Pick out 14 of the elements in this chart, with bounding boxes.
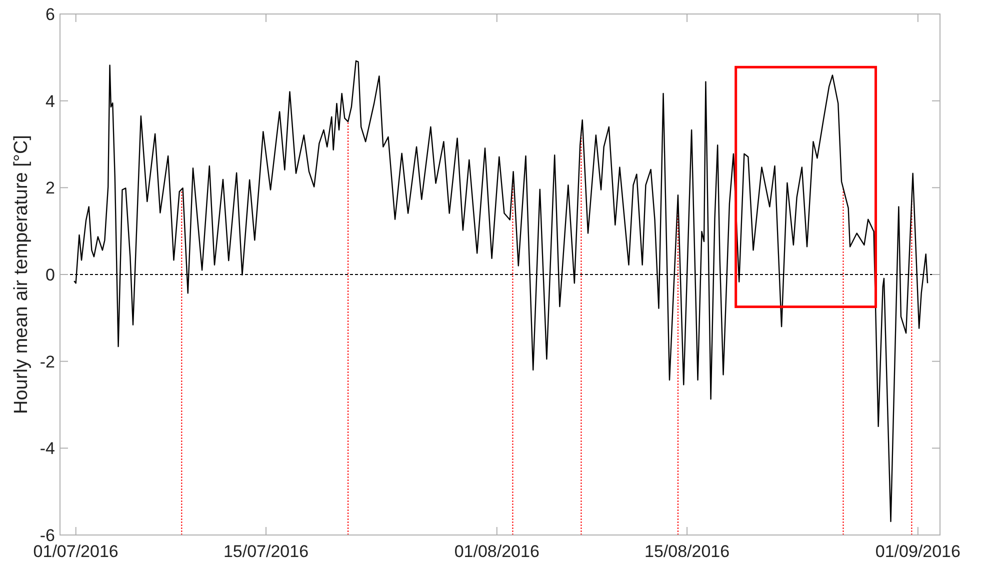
y-tick-label: 4 <box>46 92 55 111</box>
y-tick-label: 2 <box>46 178 55 198</box>
x-tick-label: 01/09/2016 <box>875 542 960 561</box>
y-tick-label: -6 <box>40 526 55 545</box>
y-tick-label: 6 <box>46 4 55 24</box>
y-tick-label: 0 <box>46 265 55 284</box>
x-tick-label: 01/08/2016 <box>454 542 540 561</box>
x-tick-label: 15/08/2016 <box>644 542 730 561</box>
y-axis-title: Hourly mean air temperature [°C] <box>11 135 32 414</box>
y-tick-label: -2 <box>40 352 55 372</box>
x-tick-label: 01/07/2016 <box>33 542 118 561</box>
y-tick-label: -4 <box>40 439 55 458</box>
x-tick-label: 15/07/2016 <box>223 542 309 561</box>
line-series <box>74 60 928 522</box>
